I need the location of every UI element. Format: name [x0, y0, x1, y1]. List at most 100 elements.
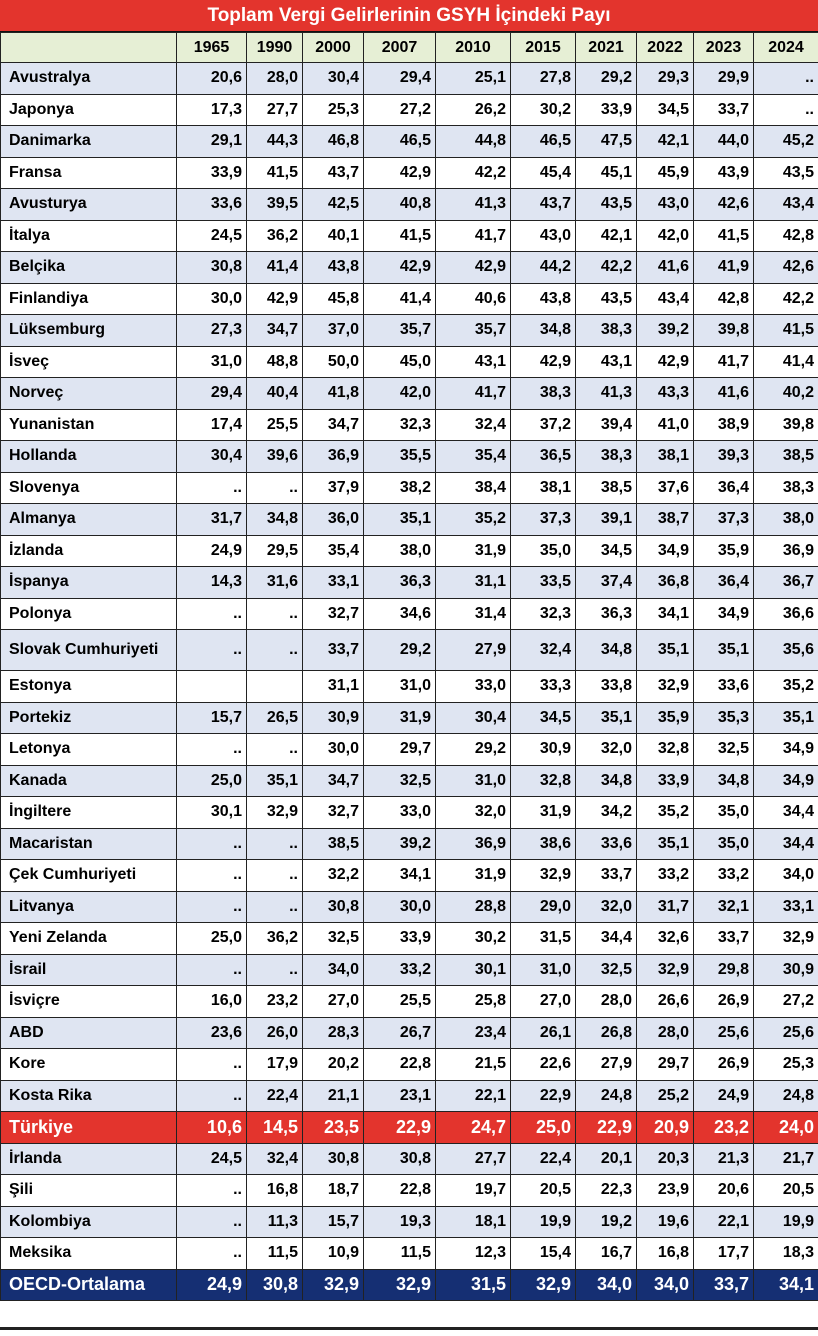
value-cell: 28,0: [575, 985, 637, 1018]
value-cell: 33,2: [693, 859, 754, 892]
value-cell: 33,0: [435, 670, 511, 703]
value-cell: 22,3: [575, 1174, 637, 1207]
value-cell: 33,9: [176, 156, 247, 189]
value-cell: 32,8: [510, 764, 576, 797]
value-cell: 33,2: [363, 953, 436, 986]
year-header: 2000: [302, 32, 364, 63]
table-row: Polonya.... 32,7 34,6 31,4 32,3 36,3 34,1 34,9 3…: [0, 597, 818, 630]
value-cell: 33,1: [753, 890, 818, 923]
value-cell: 32,3: [510, 597, 576, 630]
value-cell: 41,7: [435, 219, 511, 252]
value-cell: 18,7: [302, 1174, 364, 1207]
value-cell: 41,0: [636, 408, 694, 441]
value-cell: 33,8: [575, 670, 637, 703]
value-cell: 32,0: [575, 890, 637, 923]
value-cell: 35,1: [363, 503, 436, 536]
value-cell: 32,7: [302, 597, 364, 630]
value-cell: 39,5: [246, 188, 303, 221]
value-cell: 44,3: [246, 125, 303, 158]
value-cell: 42,6: [693, 188, 754, 221]
value-cell: 29,5: [246, 534, 303, 567]
value-cell: ..: [176, 629, 247, 671]
value-cell: 34,8: [575, 629, 637, 671]
year-header: 2010: [435, 32, 511, 63]
value-cell: 30,0: [302, 733, 364, 766]
table-row: Yeni Zelanda 25,0 36,2 32,5 33,9 30,2 31,5 34,4…: [0, 922, 818, 955]
value-cell: 30,4: [176, 440, 247, 473]
bottom-divider: [0, 1327, 818, 1330]
value-cell: 29,8: [693, 953, 754, 986]
table-row: İsviçre 16,0 23,2 27,0 25,5 25,8 27,0 28,0 26,6 2…: [0, 985, 818, 1018]
value-cell: 25,6: [753, 1016, 818, 1049]
value-cell: 18,3: [753, 1237, 818, 1270]
value-cell: 36,4: [693, 471, 754, 504]
value-cell: 38,4: [435, 471, 511, 504]
country-name-cell: ABD: [0, 1016, 177, 1049]
value-cell: ..: [176, 597, 247, 630]
value-cell: 29,4: [176, 377, 247, 410]
value-cell: 43,4: [636, 282, 694, 315]
country-name-cell: İsveç: [0, 345, 177, 378]
value-cell: 35,2: [753, 670, 818, 703]
value-cell: 38,6: [510, 827, 576, 860]
value-cell: 18,1: [435, 1205, 511, 1238]
value-cell: 36,0: [302, 503, 364, 536]
value-cell: ..: [176, 890, 247, 923]
value-cell: 34,1: [363, 859, 436, 892]
value-cell: 20,2: [302, 1048, 364, 1081]
country-name-cell: Portekiz: [0, 701, 177, 734]
value-cell: 35,0: [510, 534, 576, 567]
value-cell: 19,9: [753, 1205, 818, 1238]
table-row: Çek Cumhuriyeti.... 32,2 34,1 31,9 32,9 33,7 3…: [0, 859, 818, 892]
value-cell: 32,9: [510, 859, 576, 892]
value-cell: 32,9: [753, 922, 818, 955]
value-cell: 37,3: [510, 503, 576, 536]
value-cell: 29,2: [363, 629, 436, 671]
value-cell: ..: [246, 827, 303, 860]
value-cell: 43,7: [510, 188, 576, 221]
value-cell: 48,8: [246, 345, 303, 378]
value-cell: 42,6: [753, 251, 818, 284]
value-cell: 34,5: [636, 93, 694, 126]
value-cell: 47,5: [575, 125, 637, 158]
value-cell: 34,0: [636, 1268, 694, 1301]
value-cell: 14,5: [246, 1111, 303, 1144]
value-cell: 37,3: [693, 503, 754, 536]
value-cell: 24,9: [176, 534, 247, 567]
value-cell: 32,9: [636, 670, 694, 703]
value-cell: 35,2: [636, 796, 694, 829]
value-cell: 25,0: [510, 1111, 576, 1144]
country-name-cell: Danimarka: [0, 125, 177, 158]
value-cell: 37,2: [510, 408, 576, 441]
value-cell: 41,5: [753, 314, 818, 347]
country-name-cell: Avusturya: [0, 188, 177, 221]
value-cell: 35,1: [575, 701, 637, 734]
value-cell: 30,8: [246, 1268, 303, 1301]
value-cell: 45,8: [302, 282, 364, 315]
value-cell: 19,2: [575, 1205, 637, 1238]
value-cell: 38,3: [575, 314, 637, 347]
value-cell: 41,4: [753, 345, 818, 378]
value-cell: 35,6: [753, 629, 818, 671]
value-cell: 42,9: [363, 156, 436, 189]
value-cell: 26,7: [363, 1016, 436, 1049]
value-cell: 30,2: [435, 922, 511, 955]
value-cell: 35,0: [693, 796, 754, 829]
value-cell: ..: [246, 597, 303, 630]
value-cell: 15,7: [176, 701, 247, 734]
value-cell: 43,1: [435, 345, 511, 378]
value-cell: 35,5: [363, 440, 436, 473]
value-cell: 34,5: [575, 534, 637, 567]
value-cell: 15,4: [510, 1237, 576, 1270]
value-cell: 42,2: [753, 282, 818, 315]
value-cell: 16,8: [246, 1174, 303, 1207]
value-cell: 33,6: [575, 827, 637, 860]
value-cell: 30,8: [176, 251, 247, 284]
value-cell: 35,1: [693, 629, 754, 671]
value-cell: 44,0: [693, 125, 754, 158]
value-cell: 34,9: [753, 764, 818, 797]
country-name-cell: Slovak Cumhuriyeti: [0, 629, 177, 671]
value-cell: 26,0: [246, 1016, 303, 1049]
value-cell: 44,2: [510, 251, 576, 284]
value-cell: 29,2: [575, 62, 637, 95]
